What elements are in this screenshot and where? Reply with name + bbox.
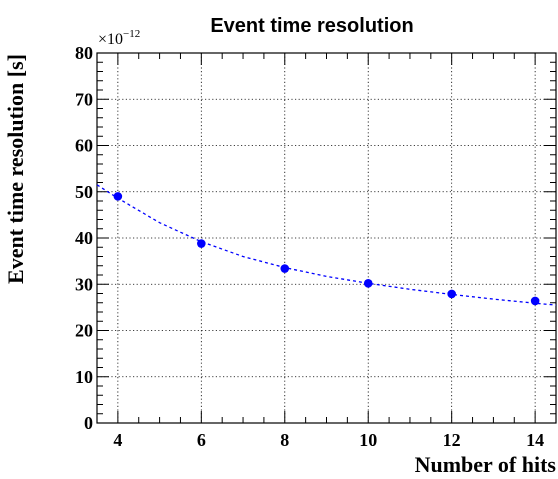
chart-title: Event time resolution bbox=[210, 15, 413, 37]
fit-layer bbox=[96, 184, 557, 306]
y-tick-label: 60 bbox=[75, 136, 93, 156]
y-multiplier-label: ×10−12 bbox=[98, 28, 140, 48]
y-tick-label: 10 bbox=[75, 367, 93, 387]
ticks-layer bbox=[96, 52, 557, 424]
data-point bbox=[447, 289, 456, 299]
y-tick-label: 20 bbox=[75, 321, 93, 341]
points-layer bbox=[113, 192, 540, 306]
x-axis-label: Number of hits bbox=[415, 452, 557, 477]
fit-curve bbox=[96, 184, 557, 306]
y-tick-label: 50 bbox=[75, 182, 93, 202]
x-tick-label: 4 bbox=[113, 430, 122, 450]
y-tick-label: 70 bbox=[75, 89, 93, 109]
x-tick-label: 10 bbox=[359, 430, 377, 450]
y-tick-label: 40 bbox=[75, 228, 93, 248]
data-point bbox=[363, 279, 373, 288]
x-tick-label: 14 bbox=[526, 430, 544, 450]
y-axis-label: Event time resolution [s] bbox=[3, 54, 28, 284]
data-point bbox=[280, 264, 290, 273]
tick-labels-layer: 4 6 8 10 12 14 0 10 20 30 40 50 60 70 80 bbox=[75, 43, 544, 450]
x-tick-label: 12 bbox=[443, 430, 461, 450]
x-tick-label: 6 bbox=[197, 430, 206, 450]
y-tick-label: 30 bbox=[75, 274, 93, 294]
y-tick-label: 80 bbox=[75, 43, 93, 63]
grid-layer bbox=[97, 53, 556, 423]
x-tick-label: 8 bbox=[280, 430, 289, 450]
data-point bbox=[197, 239, 206, 248]
data-point bbox=[530, 296, 540, 306]
y-tick-label: 0 bbox=[84, 413, 93, 433]
data-point bbox=[113, 192, 123, 201]
